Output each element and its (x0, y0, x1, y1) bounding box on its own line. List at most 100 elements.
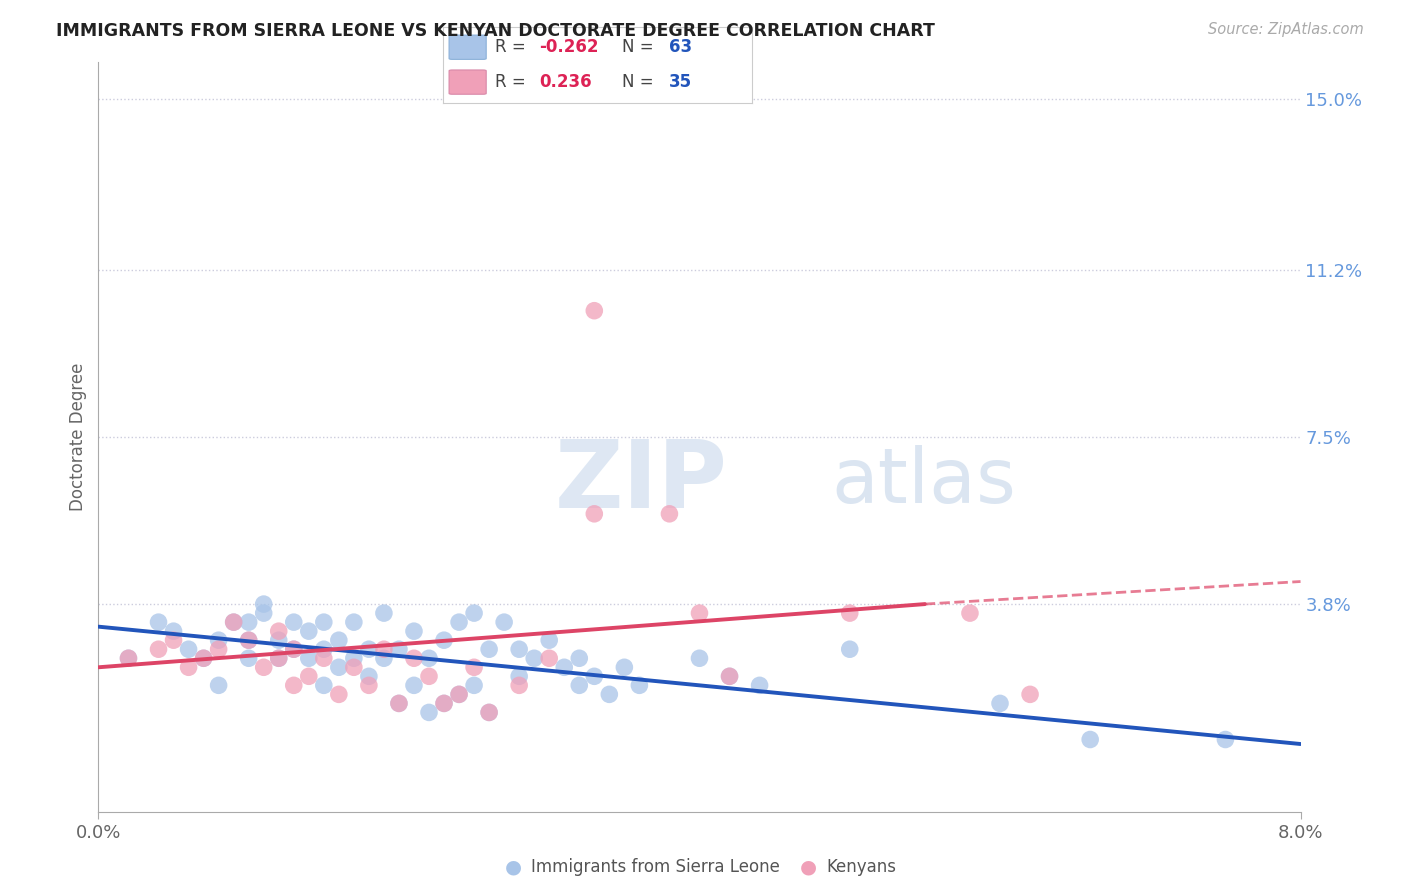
Point (553, 660, 575, 674)
Point (838, 606, 860, 620)
Point (238, 633, 260, 648)
Point (208, 678, 231, 692)
Point (583, 303, 606, 318)
Point (433, 697, 456, 711)
Point (117, 651, 139, 665)
Point (748, 678, 770, 692)
Point (463, 660, 485, 674)
Point (117, 651, 139, 665)
Point (238, 651, 260, 665)
Point (222, 615, 245, 629)
Point (447, 687, 470, 701)
FancyBboxPatch shape (449, 35, 486, 60)
Point (988, 697, 1011, 711)
Point (267, 651, 290, 665)
Text: R =: R = (495, 38, 531, 56)
Point (343, 660, 366, 674)
Point (373, 606, 395, 620)
Point (689, 651, 711, 665)
Text: Kenyans: Kenyans (827, 858, 897, 876)
Text: ●: ● (800, 857, 817, 877)
Point (523, 651, 546, 665)
Point (343, 651, 366, 665)
Point (357, 678, 380, 692)
Point (312, 678, 335, 692)
Point (357, 642, 380, 657)
Point (312, 642, 335, 657)
Point (253, 597, 276, 611)
Point (328, 633, 350, 648)
Text: 0.236: 0.236 (538, 73, 592, 91)
Point (447, 687, 470, 701)
Point (253, 660, 276, 674)
Y-axis label: Doctorate Degree: Doctorate Degree (69, 363, 87, 511)
Point (538, 633, 561, 648)
Point (508, 669, 530, 683)
Point (658, 507, 681, 521)
Point (478, 642, 501, 657)
Point (478, 706, 501, 720)
Point (402, 678, 425, 692)
Point (283, 615, 305, 629)
Point (208, 642, 231, 657)
Point (583, 669, 606, 683)
Point (162, 633, 184, 648)
Point (328, 687, 350, 701)
Point (208, 633, 231, 648)
Point (628, 678, 651, 692)
FancyBboxPatch shape (449, 70, 486, 95)
Point (568, 651, 591, 665)
Text: ●: ● (505, 857, 522, 877)
Point (177, 660, 200, 674)
Point (312, 615, 335, 629)
Text: 63: 63 (669, 38, 692, 56)
Point (478, 706, 501, 720)
Point (177, 642, 200, 657)
Point (402, 624, 425, 639)
Point (718, 669, 741, 683)
Point (418, 669, 440, 683)
Point (418, 651, 440, 665)
Point (312, 651, 335, 665)
Point (433, 697, 456, 711)
Point (162, 624, 184, 639)
Point (1215, 732, 1237, 747)
Point (718, 669, 741, 683)
Point (583, 507, 606, 521)
Point (283, 678, 305, 692)
Point (328, 660, 350, 674)
Point (463, 606, 485, 620)
Point (238, 633, 260, 648)
Text: R =: R = (495, 73, 537, 91)
Point (298, 651, 321, 665)
Point (568, 678, 591, 692)
Point (508, 642, 530, 657)
Point (447, 615, 470, 629)
Point (463, 678, 485, 692)
Text: Source: ZipAtlas.com: Source: ZipAtlas.com (1208, 22, 1364, 37)
Point (148, 642, 170, 657)
Text: 35: 35 (669, 73, 692, 91)
Point (298, 669, 321, 683)
Point (222, 615, 245, 629)
Point (193, 651, 215, 665)
Point (959, 606, 981, 620)
Point (148, 615, 170, 629)
Text: N =: N = (623, 38, 659, 56)
Point (267, 633, 290, 648)
Point (433, 633, 456, 648)
Point (388, 642, 411, 657)
Point (538, 651, 561, 665)
Point (418, 706, 440, 720)
Point (388, 697, 411, 711)
Point (343, 615, 366, 629)
Text: -0.262: -0.262 (538, 38, 599, 56)
Point (298, 624, 321, 639)
Point (402, 651, 425, 665)
Point (238, 615, 260, 629)
Text: atlas: atlas (832, 445, 1017, 519)
Point (838, 642, 860, 657)
Point (267, 651, 290, 665)
Point (373, 651, 395, 665)
Point (388, 697, 411, 711)
